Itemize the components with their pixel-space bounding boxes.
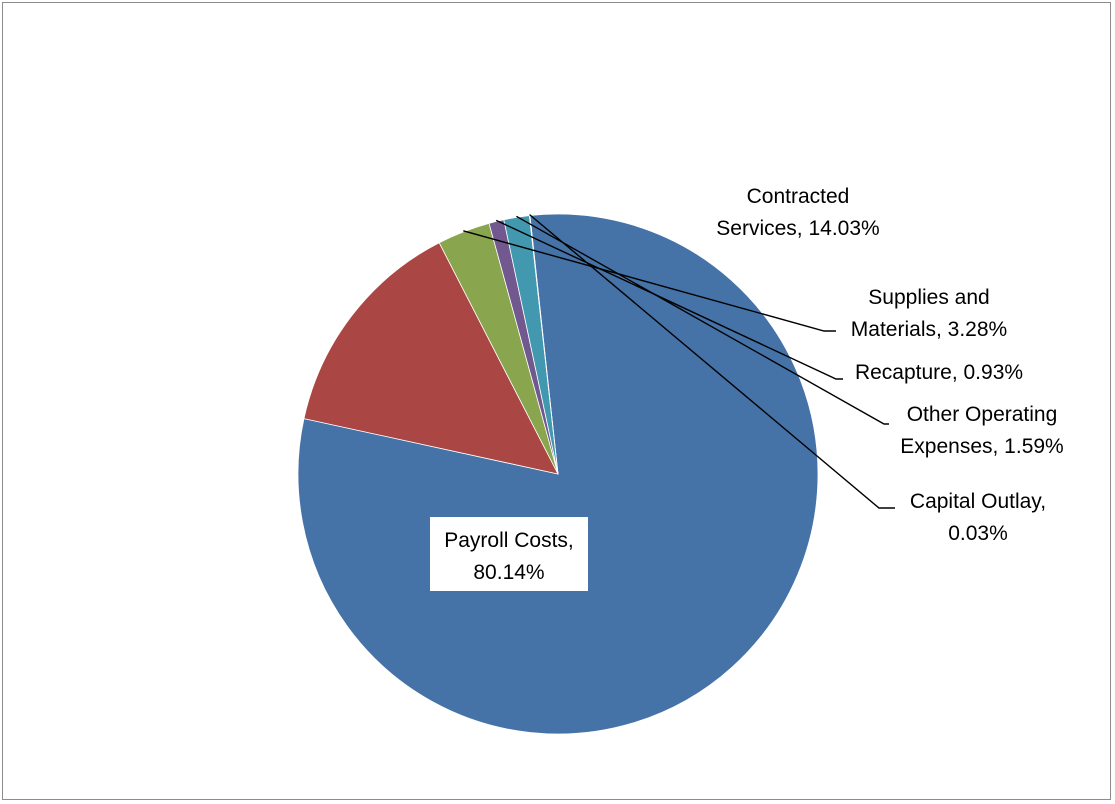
data-label-line: Payroll Costs, [444,529,574,552]
data-label-line: Expenses, 1.59% [900,435,1063,458]
leader-line-supplies-and-materials [463,230,836,332]
data-label-other-operating-expenses: Other Operating Expenses, 1.59% [900,403,1063,458]
data-label-line: Recapture, 0.93% [855,361,1023,384]
data-label-capital-outlay: Capital Outlay, 0.03% [910,490,1046,545]
pie-slices [297,213,819,735]
data-label-supplies-and-materials: Supplies and Materials, 3.28% [851,286,1007,341]
data-label-line: 80.14% [473,561,544,584]
leader-line-recapture [495,219,843,380]
data-label-contracted-services: Contracted Services, 14.03% [716,185,879,240]
pie-slice-payroll-costs [297,213,819,735]
pie-slice-contracted-services [303,242,559,475]
data-label-payroll-costs: Payroll Costs, 80.14% [444,529,574,584]
data-label-line: 0.03% [948,522,1008,545]
leader-line-other-operating-expenses [516,215,889,425]
leader-lines [463,214,895,509]
data-label-recapture: Recapture, 0.93% [855,361,1023,384]
leader-line-capital-outlay [529,214,895,509]
data-label-line: Capital Outlay, [910,490,1046,513]
data-label-line: Other Operating [907,403,1058,426]
data-label-line: Materials, 3.28% [851,318,1007,341]
data-label-line: Services, 14.03% [716,217,879,240]
data-label-line: Supplies and [868,286,989,309]
data-label-box-payroll-costs [430,517,588,591]
data-label-line: Contracted [747,185,850,208]
data-labels: Payroll Costs, 80.14% Contracted Services, … [430,185,1064,591]
